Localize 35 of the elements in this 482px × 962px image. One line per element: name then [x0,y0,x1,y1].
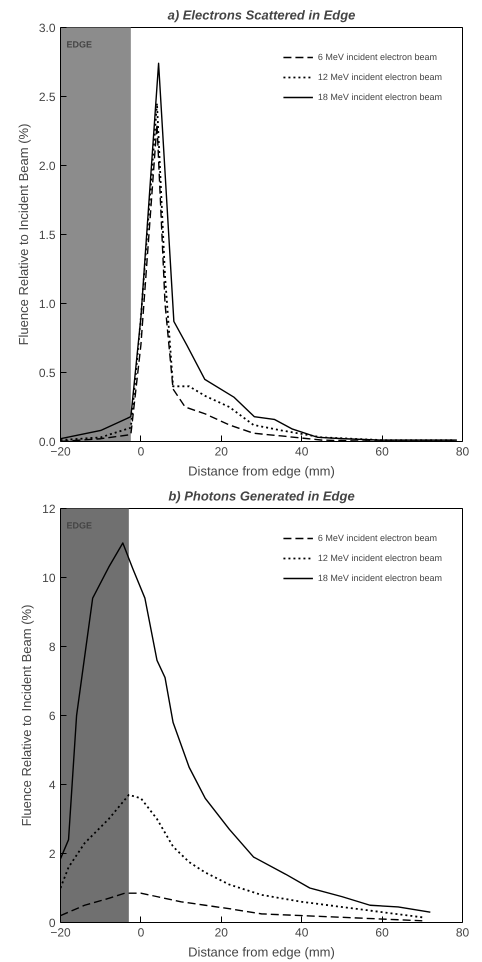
x-tick-label: 60 [375,444,390,458]
x-tick-label: 0 [138,926,145,940]
band-label: EDGE [66,40,92,50]
y-tick-label: 6 [48,709,56,723]
y-tick-label: 2 [48,847,56,861]
y-axis-title: Fluence Relative to Incident Beam (%) [16,124,31,346]
x-tick-label: 60 [375,926,390,940]
legend-label: 12 MeV incident electron beam [318,552,442,565]
chart-title: b) Photons Generated in Edge [168,488,355,504]
x-tick-label: 40 [295,444,309,458]
y-tick-label: 3.0 [38,21,56,35]
x-tick-label: 40 [295,926,309,940]
y-tick-label: 4 [48,778,56,792]
x-axis-title: Distance from edge (mm) [188,464,335,478]
x-tick-label: 20 [214,926,228,940]
y-tick-label: 0.5 [38,366,56,380]
x-axis-title: Distance from edge (mm) [188,944,335,960]
y-tick-label: 10 [42,571,56,585]
legend-label: 18 MeV incident electron beam [318,572,442,585]
x-tick-label: 80 [456,926,470,940]
y-tick-label: 12 [42,502,56,516]
y-axis-title: Fluence Relative to Incident Beam (%) [19,604,34,826]
y-tick-label: 8 [48,640,56,654]
y-tick-label: 2.5 [38,90,56,104]
legend-label: 18 MeV incident electron beam [318,91,442,104]
x-tick-label: 20 [214,444,228,458]
y-tick-label: 1.0 [38,297,56,311]
legend-label: 6 MeV incident electron beam [318,532,437,545]
y-tick-label: 1.5 [38,228,56,242]
x-tick-label: 80 [456,444,470,458]
y-tick-label: 2.0 [38,159,56,173]
x-tick-label: 0 [138,444,145,458]
chart-title: a) Electrons Scattered in Edge [168,8,356,22]
legend-label: 12 MeV incident electron beam [318,71,442,84]
legend-label: 6 MeV incident electron beam [318,51,437,64]
